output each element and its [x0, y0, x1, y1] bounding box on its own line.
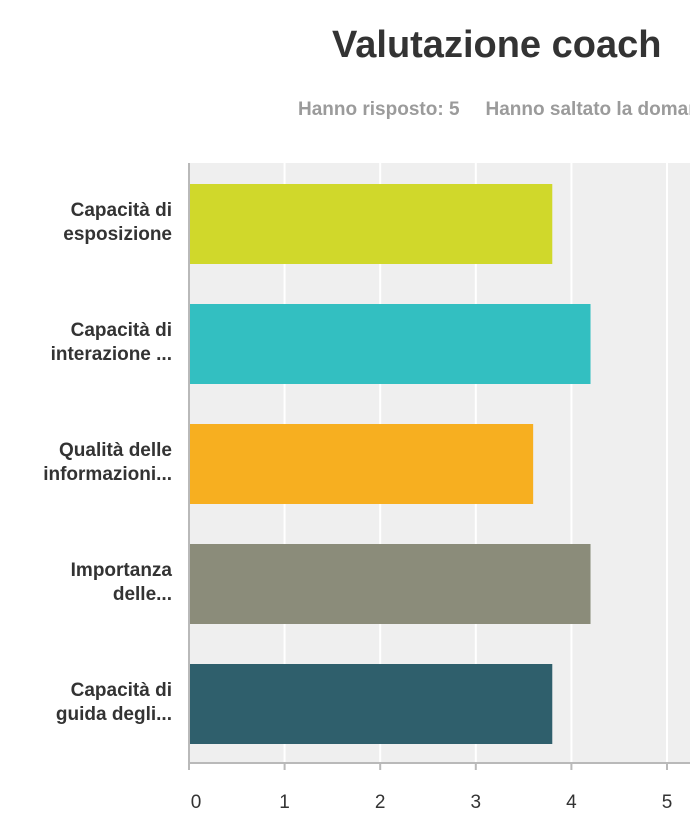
category-label-3-line-1: Qualità delle: [59, 440, 172, 461]
category-label-2-line-1: Capacità di: [71, 320, 172, 341]
response-stats: Hanno risposto: 5 Hanno saltato la domand…: [298, 99, 690, 121]
bar-5: [190, 664, 553, 744]
category-label-4-line-2: delle...: [113, 584, 172, 605]
bar-1: [190, 184, 553, 264]
x-tick-label-5: 5: [662, 792, 673, 813]
x-tick-label-3: 3: [471, 792, 482, 813]
category-label-4-line-1: Importanza: [71, 560, 173, 581]
category-label-1-line-2: esposizione: [63, 224, 172, 245]
category-label-3-line-2: informazioni...: [43, 464, 172, 485]
category-label-5-line-2: guida degli...: [56, 704, 172, 725]
x-tick-label-0: 0: [191, 792, 202, 813]
category-label-1-line-1: Capacità di: [71, 200, 172, 221]
category-label-2-line-2: interazione ...: [51, 344, 172, 365]
x-tick-label-2: 2: [375, 792, 386, 813]
answered-count: Hanno risposto: 5: [298, 99, 460, 120]
x-tick-label-4: 4: [566, 792, 577, 813]
bar-3: [190, 424, 534, 504]
x-tick-label-1: 1: [279, 792, 290, 813]
bar-4: [190, 544, 591, 624]
skipped-count: Hanno saltato la domanda: 0: [485, 99, 690, 120]
chart-title: Valutazione coach: [332, 24, 662, 66]
category-label-5-line-1: Capacità di: [71, 680, 172, 701]
bar-2: [190, 304, 591, 384]
